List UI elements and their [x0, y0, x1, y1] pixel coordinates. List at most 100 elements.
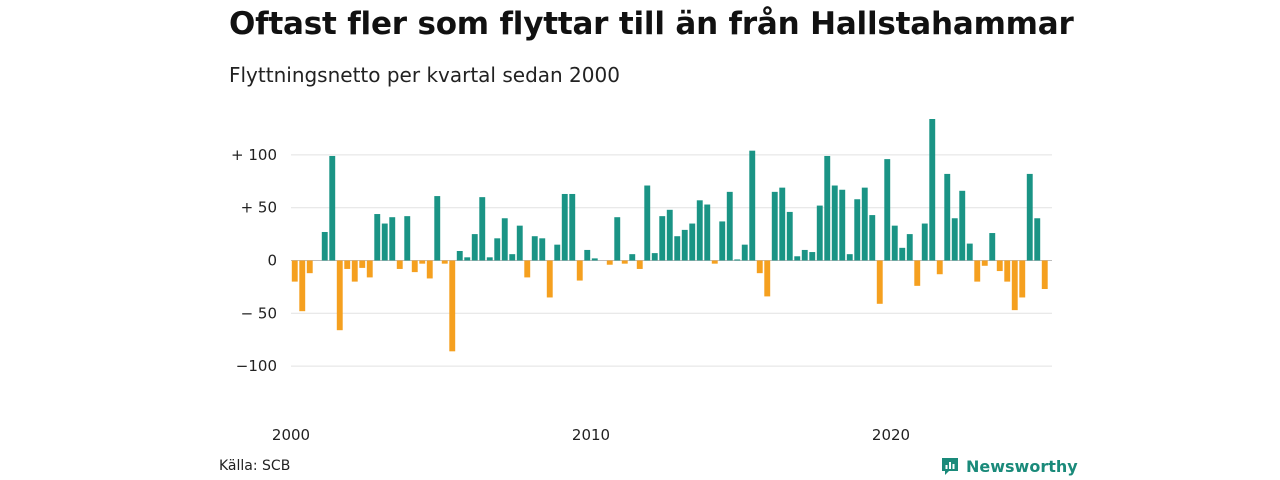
chart-title: Oftast fler som flyttar till än från Hal…: [229, 6, 1074, 42]
bar: [996, 260, 1003, 272]
chart-subtitle: Flyttningsnetto per kvartal sedan 2000: [229, 63, 620, 87]
bar: [696, 200, 703, 261]
bar: [959, 190, 966, 261]
bar: [869, 215, 876, 261]
y-tick-label: 0: [267, 252, 277, 270]
bar: [359, 260, 366, 268]
bar: [561, 193, 568, 261]
bar: [764, 260, 771, 297]
y-axis-ticks: + 100 + 50 0 − 50 −100: [231, 146, 277, 375]
x-tick-label: 2000: [272, 426, 310, 444]
x-tick-label: 2010: [572, 426, 610, 444]
bar: [486, 257, 493, 261]
bar: [689, 223, 696, 261]
bar: [306, 260, 313, 274]
bar: [351, 260, 358, 282]
bar: [749, 150, 756, 261]
bar: [809, 252, 816, 261]
bar: [876, 260, 883, 304]
bar: [636, 260, 643, 269]
bar: [419, 260, 426, 264]
bar: [929, 119, 936, 261]
bar: [711, 260, 718, 264]
bar: [629, 254, 636, 261]
bar: [981, 260, 988, 266]
bar: [801, 249, 808, 261]
bar: [441, 260, 448, 264]
bar: [786, 211, 793, 261]
bar: [884, 159, 891, 261]
bar: [1026, 173, 1033, 261]
bar: [606, 260, 613, 265]
bar: [831, 185, 838, 261]
bar: [966, 243, 973, 261]
brand-logo: Newsworthy: [940, 456, 1078, 476]
x-tick-label: 2020: [872, 426, 910, 444]
y-tick-label: − 50: [241, 304, 277, 322]
bar: [449, 260, 456, 352]
bar: [456, 251, 463, 261]
bar: [974, 260, 981, 282]
bar: [336, 260, 343, 331]
bar: [291, 260, 298, 282]
bar: [404, 216, 411, 261]
bar: [501, 218, 508, 261]
bar: [554, 244, 561, 261]
bar: [321, 231, 328, 261]
bar: [914, 260, 921, 286]
bar: [516, 225, 523, 261]
bar: [381, 223, 388, 261]
source-label: Källa: SCB: [219, 458, 291, 474]
bar: [704, 204, 711, 261]
bar: [1004, 260, 1011, 282]
bar: [899, 247, 906, 261]
bar: [434, 196, 441, 261]
bar: [854, 199, 861, 261]
bar: [426, 260, 433, 279]
bar: [906, 234, 913, 261]
bar: [464, 257, 471, 261]
bar: [1011, 260, 1018, 311]
bar: [531, 236, 538, 261]
bar: [861, 187, 868, 261]
y-tick-label: + 50: [241, 199, 277, 217]
bar: [794, 256, 801, 261]
bar: [944, 173, 951, 261]
bar: [389, 217, 396, 261]
bar: [396, 260, 403, 269]
bar: [546, 260, 553, 298]
bar: [846, 254, 853, 261]
bar: [989, 233, 996, 261]
bar: [621, 260, 628, 264]
bar: [666, 209, 673, 261]
bar: [524, 260, 531, 278]
bar: [726, 191, 733, 261]
y-tick-label: + 100: [231, 146, 277, 164]
bar: [584, 249, 591, 261]
bar: [299, 260, 306, 312]
bar: [494, 238, 501, 261]
bar: [576, 260, 583, 281]
x-axis-ticks: 2000 2010 2020: [272, 426, 910, 444]
brand-name: Newsworthy: [966, 456, 1078, 476]
bar: [951, 218, 958, 261]
bar: [839, 189, 846, 261]
bar: [824, 155, 831, 261]
bar: [1041, 260, 1048, 290]
bar: [779, 187, 786, 261]
bar: [344, 260, 351, 269]
bar: [756, 260, 763, 274]
bar: [374, 214, 381, 261]
bar: [366, 260, 373, 278]
bar: [644, 185, 651, 261]
bar: [539, 238, 546, 261]
bar: [734, 259, 741, 261]
bar: [719, 221, 726, 261]
bar: [614, 217, 621, 261]
bar: [891, 225, 898, 261]
bar: [509, 254, 516, 261]
bars: [291, 119, 1048, 352]
bar: [771, 191, 778, 261]
bar: [659, 216, 666, 261]
